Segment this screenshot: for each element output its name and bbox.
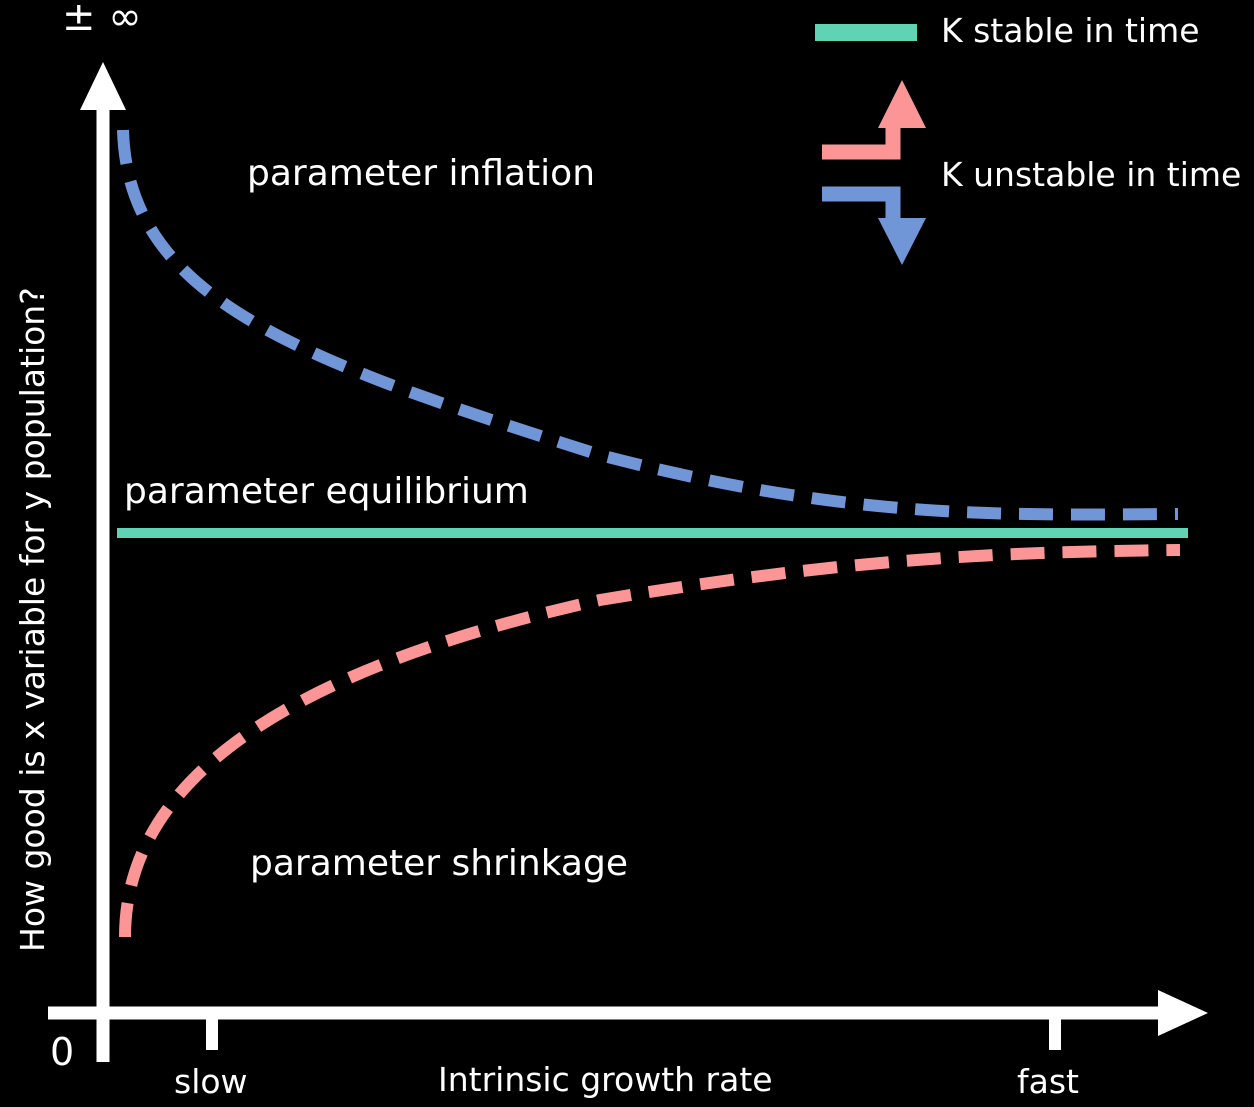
legend-up-arrowhead <box>878 80 926 128</box>
region-equilibrium-label: parameter equilibrium <box>124 471 529 512</box>
shrinkage-curve <box>119 544 1181 938</box>
legend-down-arrowhead <box>878 218 926 265</box>
region-inflation-label: parameter inflation <box>247 153 596 194</box>
x-tick-slow-label: slow <box>174 1062 248 1101</box>
x-axis-title: Intrinsic growth rate <box>438 1060 773 1099</box>
legend-stable-swatch <box>815 24 917 41</box>
legend-stable-label: K stable in time <box>941 11 1200 50</box>
y-axis-title: How good is x variable for y population? <box>13 287 52 952</box>
region-shrinkage-label: parameter shrinkage <box>250 843 628 884</box>
legend-up-arrow-icon <box>822 126 901 160</box>
origin-label: 0 <box>50 1030 75 1074</box>
legend-down-arrow-icon <box>822 186 901 220</box>
legend-unstable-label: K unstable in time <box>941 155 1242 194</box>
y-axis-arrowhead <box>80 62 126 110</box>
top-infinity-symbol: ± ∞ <box>62 0 142 40</box>
x-axis-arrowhead <box>1158 990 1208 1036</box>
x-tick-fast-label: fast <box>1017 1062 1079 1101</box>
